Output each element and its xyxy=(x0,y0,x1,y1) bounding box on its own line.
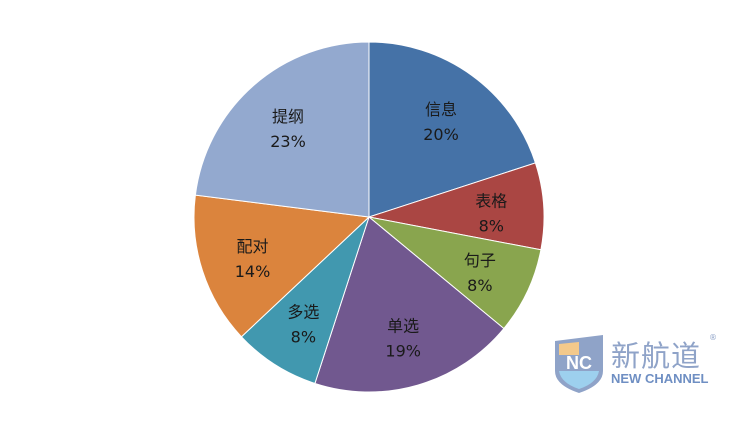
logo-reg: ® xyxy=(709,333,717,342)
pie-slice-6 xyxy=(194,41,370,218)
slice-label-3: 单选 xyxy=(387,317,419,336)
slice-label-1: 表格 xyxy=(475,191,507,210)
slice-label-5: 配对 xyxy=(236,237,268,256)
slice-label-2: 句子 xyxy=(464,251,496,270)
slice-percent-3: 19% xyxy=(385,342,421,361)
logo-en-text: NEW CHANNEL xyxy=(611,371,709,386)
slice-percent-5: 14% xyxy=(235,262,271,281)
new-channel-logo: NC 新航道 ® NEW CHANNEL xyxy=(551,333,721,395)
logo-cn-text: 新航道 xyxy=(611,339,702,373)
slice-label-0: 信息 xyxy=(425,100,457,119)
slice-label-6: 提纲 xyxy=(272,107,304,126)
pie-slice-3 xyxy=(314,216,505,393)
shield-icon: NC xyxy=(555,335,603,393)
slice-percent-0: 20% xyxy=(423,125,459,144)
slice-percent-2: 8% xyxy=(467,276,492,295)
slice-percent-4: 8% xyxy=(291,327,316,346)
pie-slice-0 xyxy=(368,41,537,218)
logo-mark: NC xyxy=(566,353,592,373)
slice-percent-1: 8% xyxy=(479,216,504,235)
slice-label-4: 多选 xyxy=(287,302,319,321)
slice-percent-6: 23% xyxy=(270,132,306,151)
pie-slice-5 xyxy=(193,194,371,338)
